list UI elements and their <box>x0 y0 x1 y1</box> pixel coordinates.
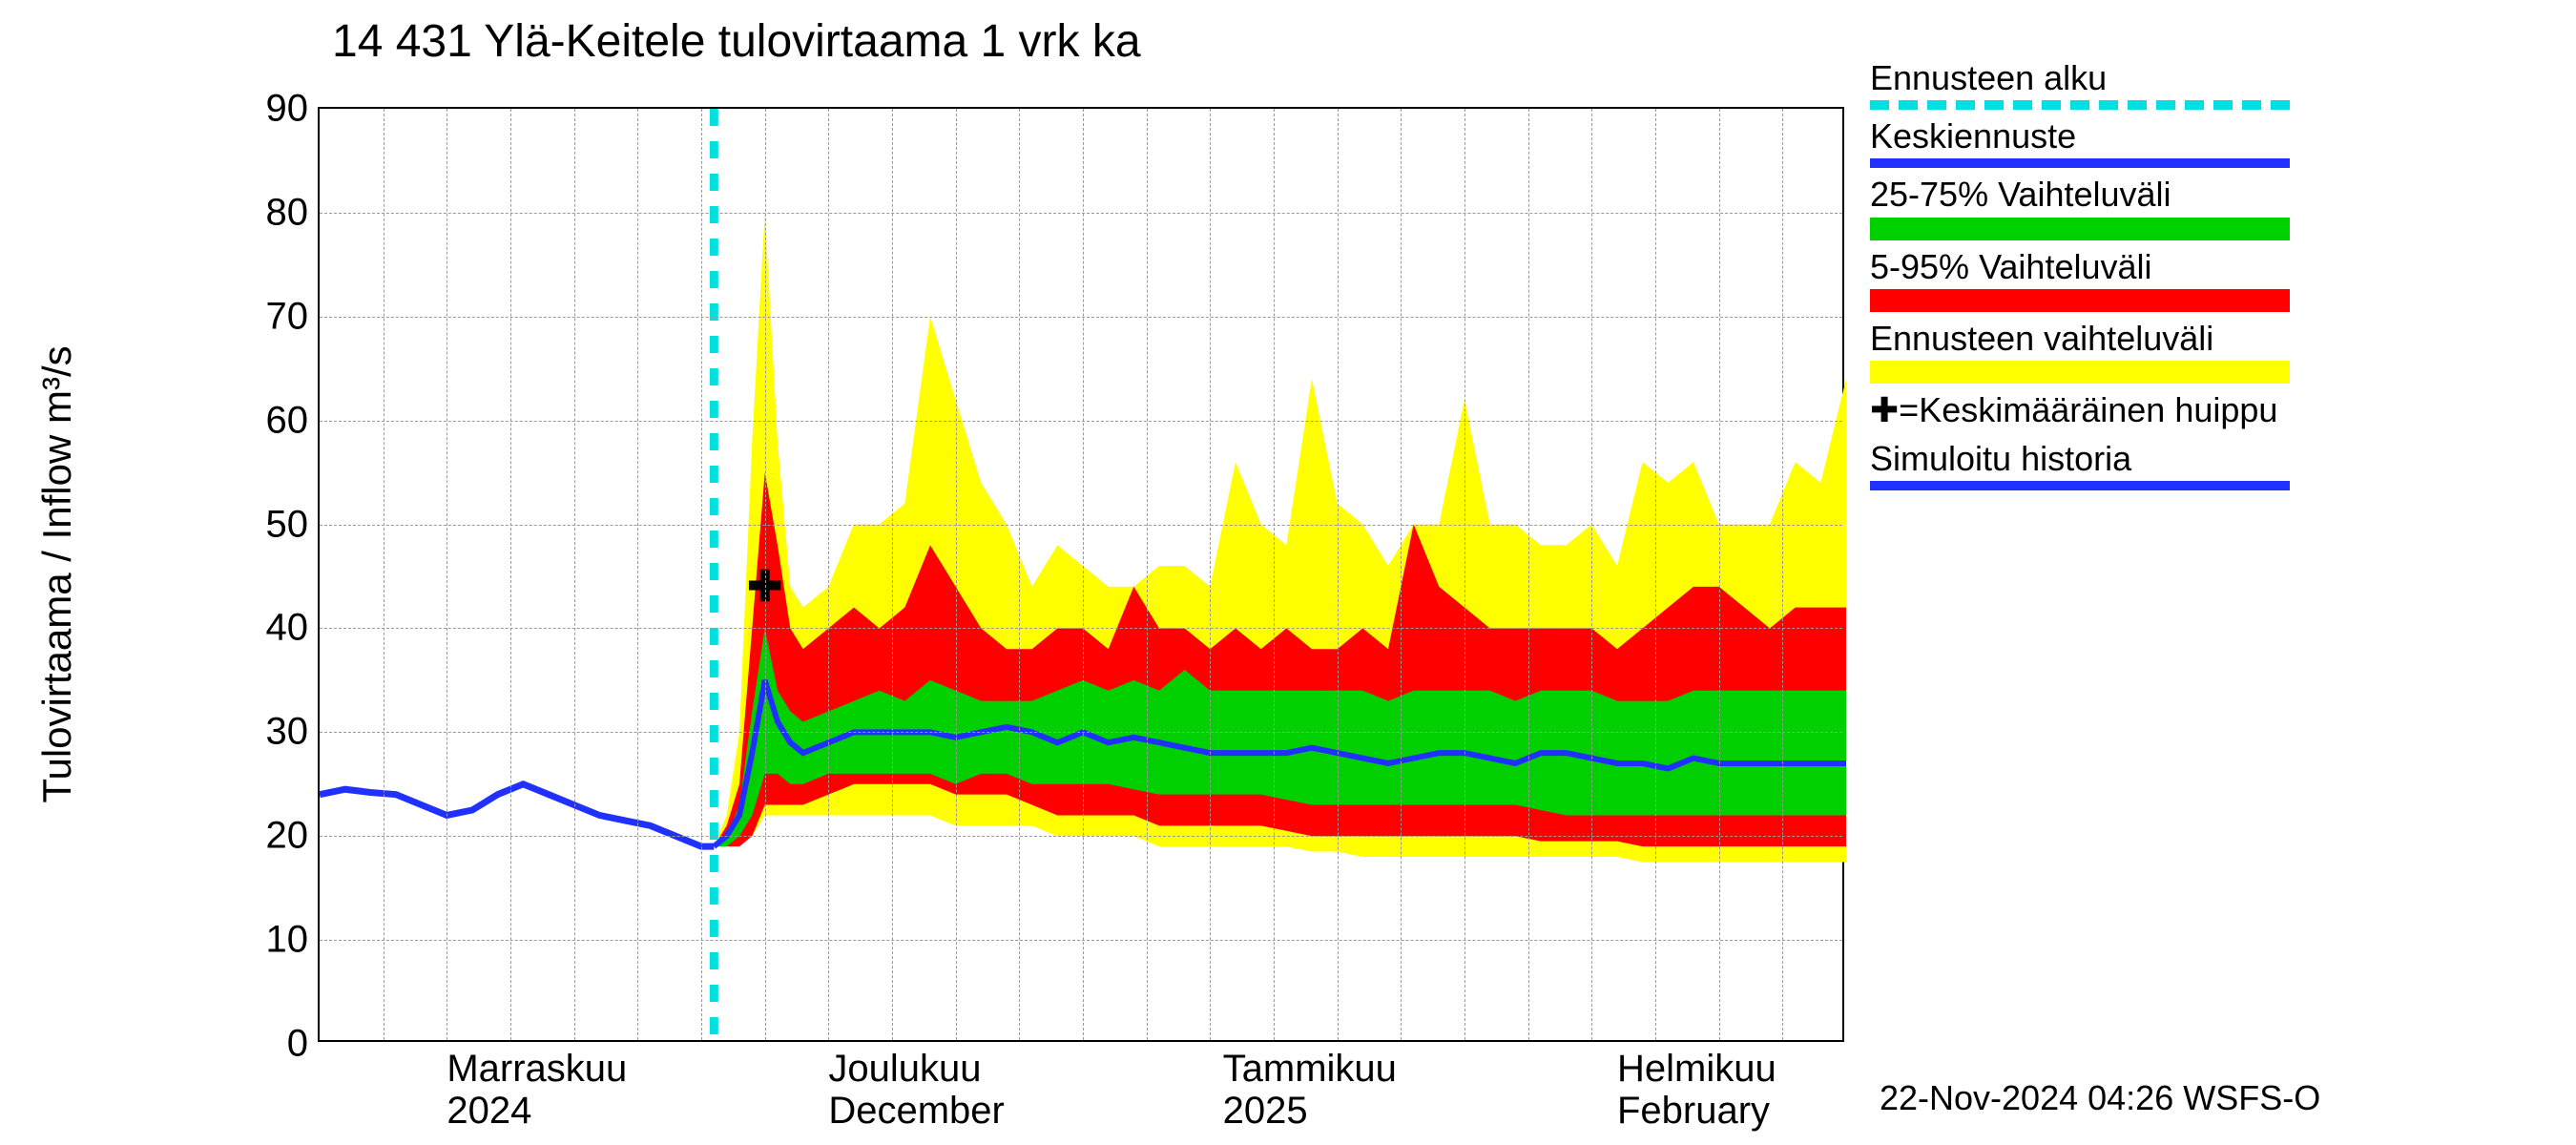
x-tick-label: December <box>828 1040 1005 1133</box>
legend-label: Keskiennuste <box>1870 115 2290 156</box>
grid-v <box>637 109 638 1040</box>
legend: Ennusteen alku Keskiennuste 25-75% Vaihtel… <box>1870 57 2290 496</box>
legend-swatch <box>1870 100 2290 110</box>
legend-label: ✚=Keskimääräinen huippu <box>1870 389 2290 430</box>
grid-v <box>1655 109 1656 1040</box>
grid-v <box>1719 109 1720 1040</box>
grid-v <box>1210 109 1211 1040</box>
legend-label: 5-95% Vaihteluväli <box>1870 246 2290 287</box>
grid-h <box>320 213 1842 214</box>
legend-label: Simuloitu historia <box>1870 438 2290 479</box>
legend-item: Ennusteen alku <box>1870 57 2290 110</box>
grid-v <box>1338 109 1339 1040</box>
y-tick-label: 80 <box>266 191 321 234</box>
legend-label: Ennusteen alku <box>1870 57 2290 98</box>
grid-v <box>1782 109 1783 1040</box>
legend-swatch <box>1870 289 2290 312</box>
y-tick-label: 60 <box>266 399 321 442</box>
footer-timestamp: 22-Nov-2024 04:26 WSFS-O <box>1880 1078 2320 1118</box>
grid-v <box>1401 109 1402 1040</box>
legend-item: Simuloitu historia <box>1870 438 2290 490</box>
grid-h <box>320 940 1842 941</box>
y-tick-label: 10 <box>266 919 321 962</box>
grid-v <box>892 109 893 1040</box>
grid-h <box>320 525 1842 526</box>
legend-label: 25-75% Vaihteluväli <box>1870 174 2290 215</box>
x-tick-label: 2024 <box>447 1040 531 1133</box>
grid-h <box>320 421 1842 422</box>
legend-item: Keskiennuste <box>1870 115 2290 168</box>
y-tick-label: 30 <box>266 711 321 754</box>
legend-item: 5-95% Vaihteluväli <box>1870 246 2290 312</box>
y-axis-label: Tulovirtaama / Inflow m³/s <box>34 345 80 802</box>
x-tick-label: February <box>1617 1040 1770 1133</box>
grid-v <box>1019 109 1020 1040</box>
legend-swatch <box>1870 481 2290 490</box>
grid-v <box>1528 109 1529 1040</box>
legend-swatch <box>1870 218 2290 240</box>
y-tick-label: 90 <box>266 88 321 131</box>
legend-item: ✚=Keskimääräinen huippu <box>1870 389 2290 432</box>
legend-item: 25-75% Vaihteluväli <box>1870 174 2290 239</box>
plot-area: ✚ 0102030405060708090Marraskuu2024Jouluk… <box>318 107 1844 1042</box>
grid-v <box>1274 109 1275 1040</box>
legend-swatch <box>1870 361 2290 384</box>
grid-v <box>1083 109 1084 1040</box>
grid-v <box>574 109 575 1040</box>
legend-item: Ennusteen vaihteluväli <box>1870 318 2290 384</box>
chart-title: 14 431 Ylä-Keitele tulovirtaama 1 vrk ka <box>332 15 1141 68</box>
chart-container: 14 431 Ylä-Keitele tulovirtaama 1 vrk ka… <box>0 0 2576 1145</box>
legend-swatch <box>1870 158 2290 168</box>
grid-v <box>956 109 957 1040</box>
grid-h <box>320 732 1842 733</box>
grid-v <box>1147 109 1148 1040</box>
y-tick-label: 70 <box>266 295 321 338</box>
y-tick-label: 20 <box>266 815 321 858</box>
grid-v <box>1591 109 1592 1040</box>
y-tick-label: 50 <box>266 503 321 546</box>
legend-label: Ennusteen vaihteluväli <box>1870 318 2290 359</box>
grid-v <box>765 109 766 1040</box>
grid-h <box>320 628 1842 629</box>
y-tick-label: 40 <box>266 607 321 650</box>
grid-v <box>510 109 511 1040</box>
grid-h <box>320 836 1842 837</box>
grid-v <box>828 109 829 1040</box>
y-tick-label: 0 <box>287 1023 320 1066</box>
x-tick-label: 2025 <box>1223 1040 1308 1133</box>
history-line <box>320 784 714 846</box>
grid-v <box>701 109 702 1040</box>
grid-h <box>320 317 1842 318</box>
